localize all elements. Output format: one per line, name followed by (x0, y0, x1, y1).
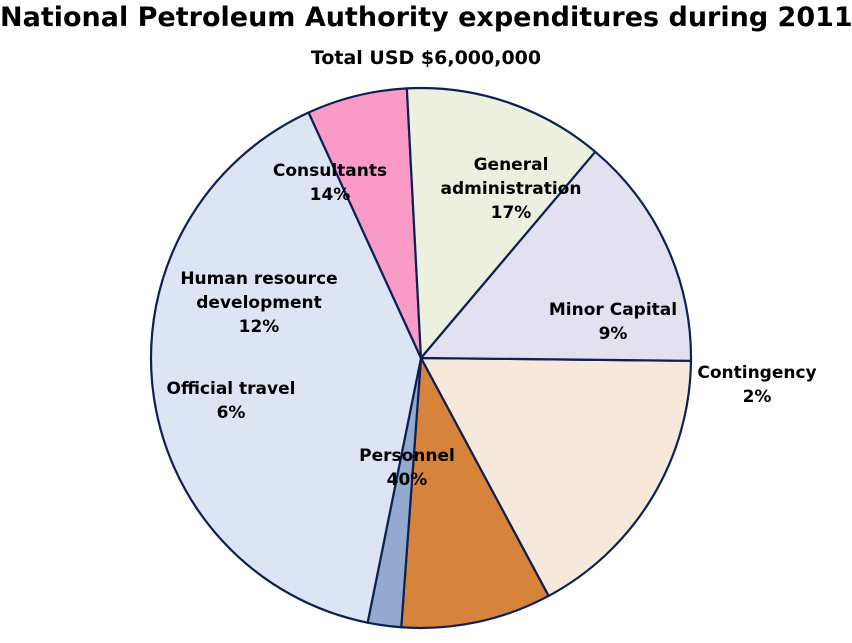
pie-slice-personnel (149, 111, 423, 624)
chart-subtitle: Total USD $6,000,000 (310, 47, 542, 69)
slice-percent-label: 40% (387, 470, 428, 490)
slice-label: Consultants 14% (273, 161, 387, 205)
pie-slice-consultants (419, 150, 693, 362)
slice-category-label: administration (441, 179, 582, 199)
slice-label: Official travel 6% (167, 379, 296, 423)
slice-category-label: Official travel (167, 379, 296, 399)
pie-slice-general-administration (419, 356, 693, 598)
slice-label: Minor Capital 9% (549, 300, 677, 344)
slice-category-label: Human resource (180, 269, 337, 289)
slice-label: Personnel 40% (359, 446, 455, 490)
slice-percent-label: 17% (491, 203, 532, 223)
slice-category-label: development (196, 293, 321, 313)
pie-slice-minor-capital (400, 356, 550, 630)
slice-category-label: Minor Capital (549, 300, 677, 320)
slice-label: Contingency 2% (697, 363, 816, 407)
slice-category-label: Consultants (273, 161, 387, 181)
slice-percent-label: 12% (239, 317, 280, 337)
slice-percent-label: 14% (310, 185, 351, 205)
slice-percent-label: 9% (599, 324, 628, 344)
slice-label: Human resource development 12% (180, 269, 337, 337)
chart-title: National Petroleum Authority expenditure… (0, 2, 852, 33)
slice-category-label: Personnel (359, 446, 455, 466)
slice-percent-label: 6% (217, 403, 246, 423)
slice-label: General administration 17% (441, 155, 582, 223)
slice-category-label: General (474, 155, 549, 175)
slice-percent-label: 2% (743, 387, 772, 407)
slice-category-label: Contingency (697, 363, 816, 383)
pie-slice-human-resource-development (405, 86, 597, 360)
